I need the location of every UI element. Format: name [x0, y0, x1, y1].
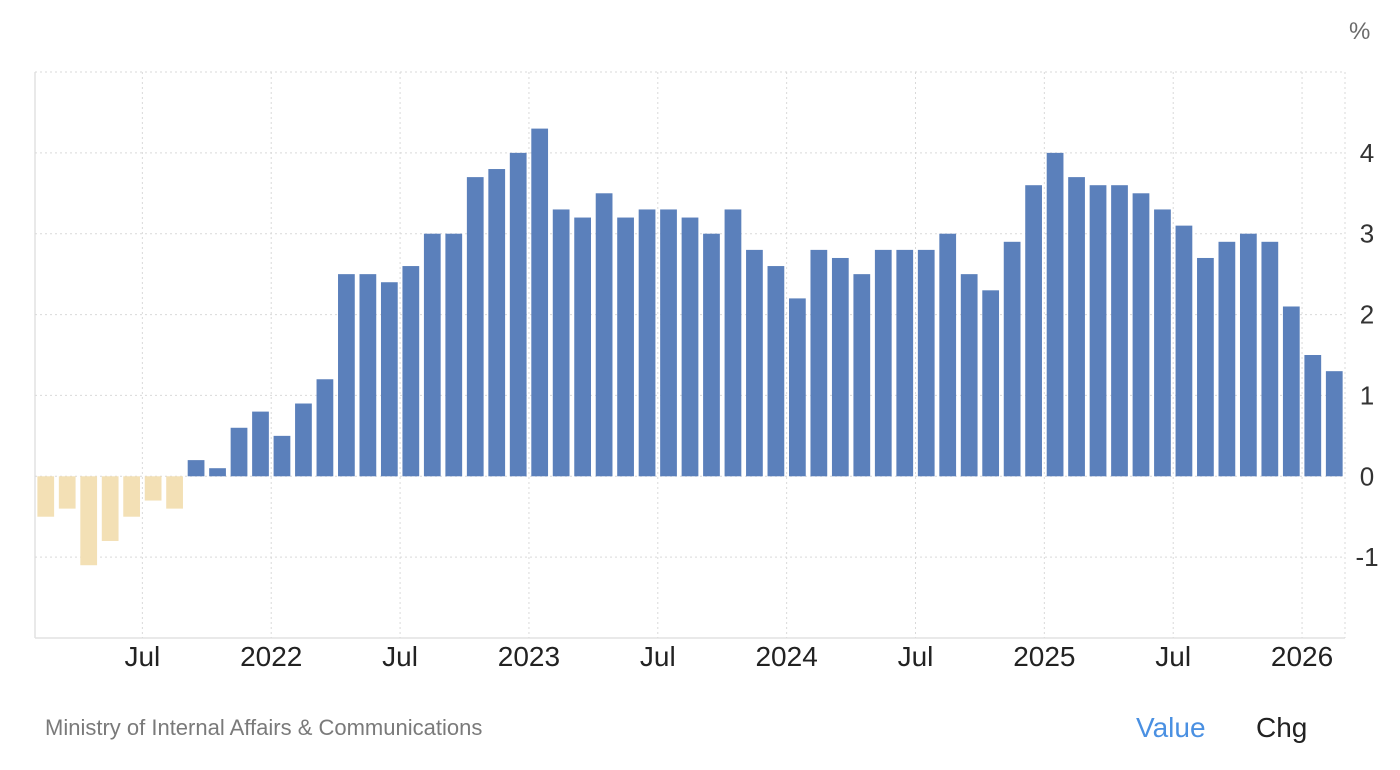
bar[interactable] — [37, 476, 55, 517]
bar-chart: -1 0 1 2 3 4 Jul 2022 Jul 2023 Jul 2024 Jul 2025 Jul 2… — [34, 71, 1379, 672]
bar[interactable] — [1111, 185, 1128, 477]
x-tick-label: 2026 — [1271, 641, 1333, 672]
bar[interactable] — [831, 257, 849, 477]
bar[interactable] — [874, 249, 892, 477]
bar[interactable] — [896, 249, 914, 477]
x-tick-label: Jul — [898, 641, 934, 672]
bar[interactable] — [380, 282, 398, 477]
bar[interactable] — [144, 476, 162, 501]
bar[interactable] — [810, 249, 828, 477]
x-tick-label: 2023 — [498, 641, 560, 672]
bar[interactable] — [466, 177, 484, 477]
bar[interactable] — [767, 266, 785, 477]
unit-label: % — [1349, 18, 1371, 45]
bar[interactable] — [509, 152, 527, 477]
bar[interactable] — [273, 435, 291, 477]
y-tick-label: 2 — [1360, 300, 1374, 330]
x-tick-label: Jul — [124, 641, 160, 672]
bar[interactable] — [252, 411, 269, 477]
y-tick-label: 0 — [1360, 461, 1374, 491]
bar[interactable] — [853, 274, 871, 477]
bar[interactable] — [1089, 185, 1107, 477]
bar[interactable] — [1197, 257, 1214, 477]
bar[interactable] — [574, 217, 591, 477]
bar[interactable] — [445, 233, 463, 477]
bar[interactable] — [703, 233, 720, 477]
bar[interactable] — [1025, 185, 1042, 477]
bar[interactable] — [1282, 306, 1300, 477]
x-tick-label: Jul — [382, 641, 418, 672]
bar[interactable] — [80, 476, 98, 566]
bar[interactable] — [1046, 152, 1064, 477]
y-tick-label: 4 — [1360, 138, 1374, 168]
x-tick-label: 2024 — [755, 641, 817, 672]
bar[interactable] — [789, 298, 806, 477]
bar[interactable] — [595, 193, 613, 477]
bar[interactable] — [1175, 225, 1193, 477]
bar[interactable] — [402, 266, 420, 477]
source-label: Ministry of Internal Affairs & Communica… — [45, 715, 483, 740]
bar[interactable] — [488, 169, 506, 477]
bar[interactable] — [295, 403, 312, 477]
bar[interactable] — [316, 379, 334, 477]
x-tick-label: Jul — [1155, 641, 1191, 672]
bar[interactable] — [724, 209, 742, 477]
bar[interactable] — [166, 476, 183, 509]
bar[interactable] — [552, 209, 570, 477]
bar[interactable] — [1068, 177, 1085, 477]
bar[interactable] — [423, 233, 441, 477]
bar[interactable] — [1132, 193, 1150, 477]
x-tick-label: Jul — [640, 641, 676, 672]
bar[interactable] — [660, 209, 677, 477]
bar[interactable] — [187, 460, 205, 477]
bar[interactable] — [359, 274, 377, 477]
bar[interactable] — [1325, 371, 1343, 477]
y-tick-label: 3 — [1360, 219, 1374, 249]
bar[interactable] — [960, 274, 978, 477]
bar[interactable] — [1261, 241, 1279, 477]
bar[interactable] — [1003, 241, 1021, 477]
bar[interactable] — [58, 476, 76, 509]
y-tick-label: -1 — [1355, 542, 1378, 572]
bar[interactable] — [681, 217, 699, 477]
bar[interactable] — [123, 476, 141, 517]
value-toggle[interactable]: Value — [1136, 712, 1206, 743]
bar[interactable] — [101, 476, 119, 541]
bar[interactable] — [1154, 209, 1171, 477]
bar[interactable] — [638, 209, 656, 477]
bar[interactable] — [230, 427, 248, 477]
x-tick-label: 2025 — [1013, 641, 1075, 672]
bar[interactable] — [982, 290, 1000, 477]
y-tick-label: 1 — [1360, 380, 1374, 410]
bar[interactable] — [531, 128, 549, 477]
bar[interactable] — [617, 217, 634, 477]
bars — [37, 128, 1343, 566]
bar[interactable] — [1218, 241, 1236, 477]
bar[interactable] — [746, 249, 763, 477]
bar[interactable] — [1304, 355, 1322, 477]
bar[interactable] — [1239, 233, 1257, 477]
bar[interactable] — [338, 274, 355, 477]
x-axis: Jul 2022 Jul 2023 Jul 2024 Jul 2025 Jul 2026 — [124, 641, 1333, 672]
chg-toggle[interactable]: Chg — [1256, 712, 1308, 743]
y-axis: -1 0 1 2 3 4 — [1355, 138, 1378, 572]
bar[interactable] — [209, 468, 226, 477]
bar[interactable] — [939, 233, 957, 477]
x-tick-label: 2022 — [240, 641, 302, 672]
bar[interactable] — [917, 249, 935, 477]
